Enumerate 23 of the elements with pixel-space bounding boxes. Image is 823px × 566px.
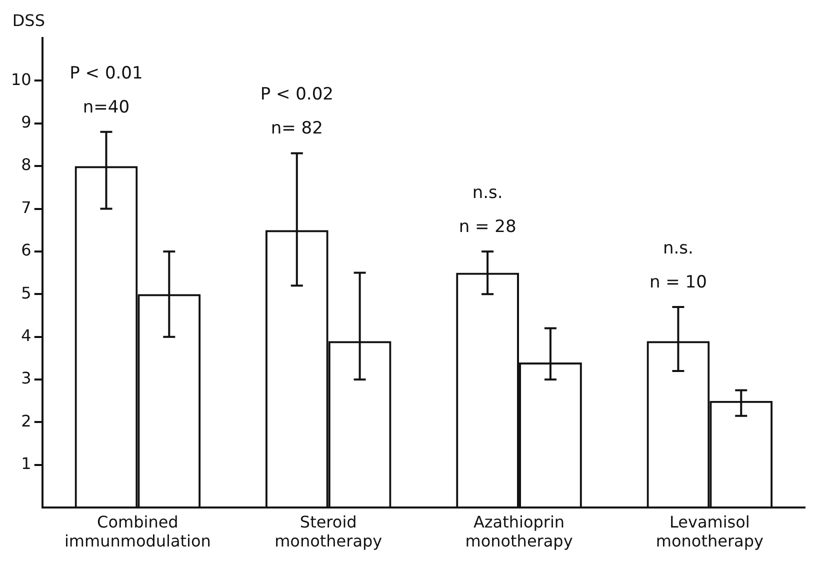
y-tick-label: 6 — [21, 240, 32, 260]
x-tick-label: Levamisol monotherapy — [656, 512, 764, 551]
annotation: n.s. — [662, 238, 694, 258]
x-tick-label: Combined immunmodulation — [64, 512, 211, 551]
y-tick-label: 8 — [21, 155, 32, 174]
annotation: n = 10 — [649, 272, 707, 292]
annotation: P < 0.01 — [70, 63, 143, 84]
annotation: P < 0.02 — [260, 84, 334, 105]
annotation: n=40 — [82, 97, 130, 118]
x-tick-label: Azathioprin monotherapy — [465, 512, 573, 551]
y-tick-label: 4 — [21, 326, 32, 345]
y-tick-label: 9 — [21, 112, 32, 132]
y-tick-label: 1 — [21, 454, 32, 474]
annotation: n= 82 — [270, 118, 323, 139]
y-tick-label: 5 — [21, 283, 32, 302]
y-tick-label: 3 — [21, 368, 32, 388]
y-tick-label: 10 — [11, 70, 32, 89]
y-tick-label: 2 — [21, 411, 32, 430]
y-axis-title: DSS — [12, 11, 45, 30]
x-tick-label: Steroid monotherapy — [274, 512, 382, 551]
annotation: n = 28 — [458, 216, 516, 237]
y-tick-label: 7 — [21, 198, 32, 217]
annotation: n.s. — [472, 182, 503, 203]
